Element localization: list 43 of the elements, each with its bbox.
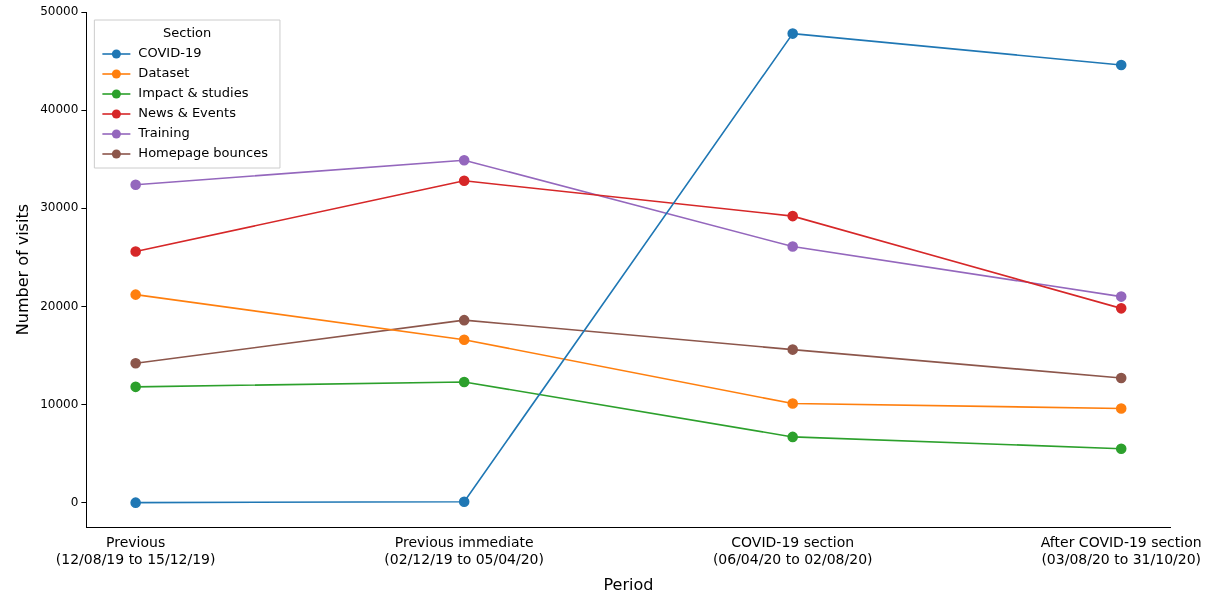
point [130, 179, 141, 191]
x-tick-label: COVID-19 section (06/04/20 to 02/08/20) [712, 534, 873, 568]
y-tick-label: 20000 [40, 298, 79, 313]
point [1115, 443, 1127, 454]
point [1115, 303, 1127, 314]
point [130, 289, 141, 300]
y-tick-label: 40000 [40, 102, 79, 117]
y-tick-label: 30000 [40, 200, 79, 215]
point [458, 175, 470, 187]
legend-label: Training [137, 125, 190, 141]
point [787, 241, 798, 252]
x-tick-label: Previous (12/08/19 to 15/12/19) [55, 534, 216, 568]
point [130, 381, 141, 393]
point [458, 496, 470, 507]
point [1115, 403, 1127, 414]
legend-label: Impact & studies [138, 85, 249, 101]
x-axis-title: Period [603, 574, 654, 594]
y-tick-label: 50000 [40, 4, 79, 19]
point [787, 431, 798, 443]
point [787, 28, 798, 39]
point [1115, 372, 1127, 384]
point [130, 246, 141, 257]
point [1115, 59, 1127, 71]
legend-label: Dataset [138, 65, 190, 81]
point [130, 497, 141, 508]
x-tick-label: After COVID-19 section (03/08/20 to 31/10/20) [1040, 534, 1202, 568]
legend-label: News & Events [138, 105, 237, 121]
point [458, 334, 470, 346]
point [458, 376, 470, 388]
y-axis-title: Number of visits [12, 204, 32, 336]
legend-label: COVID-19 [138, 45, 202, 61]
y-tick-label: 0 [70, 494, 79, 509]
y-tick-label: 10000 [40, 396, 79, 411]
point [458, 314, 470, 326]
point [787, 398, 798, 409]
point [787, 210, 798, 222]
legend-label: Homepage bounces [138, 145, 269, 161]
legend-title: Section [163, 25, 212, 41]
point [130, 358, 141, 369]
x-tick-label: Previous immediate (02/12/19 to 05/04/20) [384, 534, 544, 568]
point [787, 344, 798, 355]
point [1115, 291, 1127, 302]
point [458, 154, 470, 166]
